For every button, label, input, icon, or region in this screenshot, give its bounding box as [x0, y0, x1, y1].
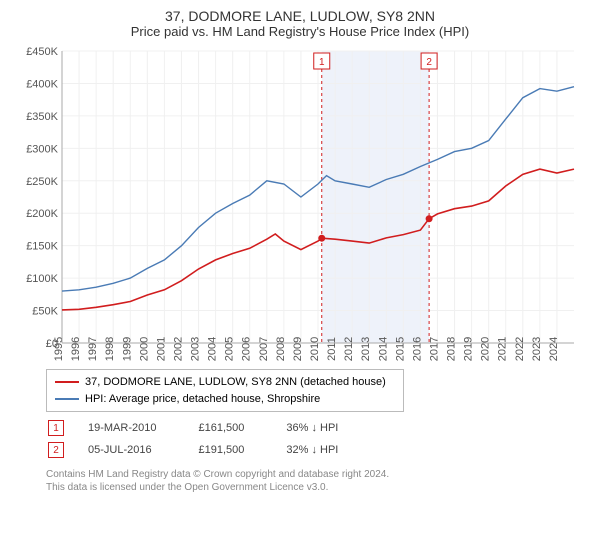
svg-text:2018: 2018 [446, 337, 458, 361]
svg-text:2010: 2010 [309, 337, 321, 361]
svg-text:£250K: £250K [26, 176, 58, 188]
svg-text:2012: 2012 [343, 337, 355, 361]
svg-text:2013: 2013 [360, 337, 372, 361]
svg-text:1: 1 [319, 57, 325, 68]
svg-text:2022: 2022 [514, 337, 526, 361]
svg-text:2008: 2008 [275, 337, 287, 361]
svg-text:2019: 2019 [463, 337, 475, 361]
table-row: 1 19-MAR-2010£161,50036% ↓ HPI [48, 418, 348, 438]
legend-row: 37, DODMORE LANE, LUDLOW, SY8 2NN (detac… [55, 374, 395, 391]
svg-text:2006: 2006 [241, 337, 253, 361]
svg-text:£50K: £50K [32, 306, 58, 318]
svg-text:1999: 1999 [121, 337, 133, 361]
sale-price: £191,500 [198, 440, 284, 460]
sale-diff: 36% ↓ HPI [286, 418, 348, 438]
sale-marker: 2 [48, 442, 64, 458]
svg-text:1995: 1995 [53, 337, 65, 361]
svg-text:£450K: £450K [26, 46, 58, 58]
sales-table: 1 19-MAR-2010£161,50036% ↓ HPI 2 05-JUL-201… [46, 416, 350, 462]
legend-row: HPI: Average price, detached house, Shro… [55, 391, 395, 408]
legend-swatch [55, 381, 79, 383]
sale-date: 05-JUL-2016 [76, 440, 196, 460]
svg-text:£150K: £150K [26, 241, 58, 253]
svg-text:2003: 2003 [190, 337, 202, 361]
svg-text:2020: 2020 [480, 337, 492, 361]
svg-text:£300K: £300K [26, 143, 58, 155]
legend-label: 37, DODMORE LANE, LUDLOW, SY8 2NN (detac… [85, 374, 386, 391]
licence-line: Contains HM Land Registry data © Crown c… [46, 468, 586, 481]
svg-text:2001: 2001 [155, 337, 167, 361]
svg-text:£350K: £350K [26, 111, 58, 123]
svg-text:£100K: £100K [26, 273, 58, 285]
legend-label: HPI: Average price, detached house, Shro… [85, 391, 320, 408]
legend-swatch [55, 398, 79, 400]
svg-text:£200K: £200K [26, 208, 58, 220]
svg-text:1996: 1996 [70, 337, 82, 361]
svg-text:2002: 2002 [172, 337, 184, 361]
svg-text:2000: 2000 [138, 337, 150, 361]
svg-text:2: 2 [426, 57, 432, 68]
svg-text:2016: 2016 [411, 337, 423, 361]
licence-text: Contains HM Land Registry data © Crown c… [46, 468, 586, 494]
svg-text:2005: 2005 [224, 337, 236, 361]
svg-text:2023: 2023 [531, 337, 543, 361]
price-chart: £0£50K£100K£150K£200K£250K£300K£350K£400… [14, 43, 584, 363]
licence-line: This data is licensed under the Open Gov… [46, 481, 586, 494]
svg-text:2015: 2015 [394, 337, 406, 361]
svg-text:2011: 2011 [326, 337, 338, 361]
sale-date: 19-MAR-2010 [76, 418, 196, 438]
svg-text:1997: 1997 [87, 337, 99, 361]
svg-text:2007: 2007 [258, 337, 270, 361]
svg-text:£400K: £400K [26, 78, 58, 90]
svg-text:2021: 2021 [497, 337, 509, 361]
table-row: 2 05-JUL-2016£191,50032% ↓ HPI [48, 440, 348, 460]
page-subtitle: Price paid vs. HM Land Registry's House … [14, 24, 586, 39]
svg-text:2017: 2017 [428, 337, 440, 361]
svg-text:2004: 2004 [207, 337, 219, 361]
sale-marker: 1 [48, 420, 64, 436]
legend: 37, DODMORE LANE, LUDLOW, SY8 2NN (detac… [46, 369, 404, 412]
sale-diff: 32% ↓ HPI [286, 440, 348, 460]
svg-text:2014: 2014 [377, 337, 389, 361]
page-title: 37, DODMORE LANE, LUDLOW, SY8 2NN [14, 8, 586, 24]
chart-area: £0£50K£100K£150K£200K£250K£300K£350K£400… [14, 43, 586, 363]
sale-price: £161,500 [198, 418, 284, 438]
svg-text:2009: 2009 [292, 337, 304, 361]
svg-text:2024: 2024 [548, 337, 560, 361]
svg-text:1998: 1998 [104, 337, 116, 361]
